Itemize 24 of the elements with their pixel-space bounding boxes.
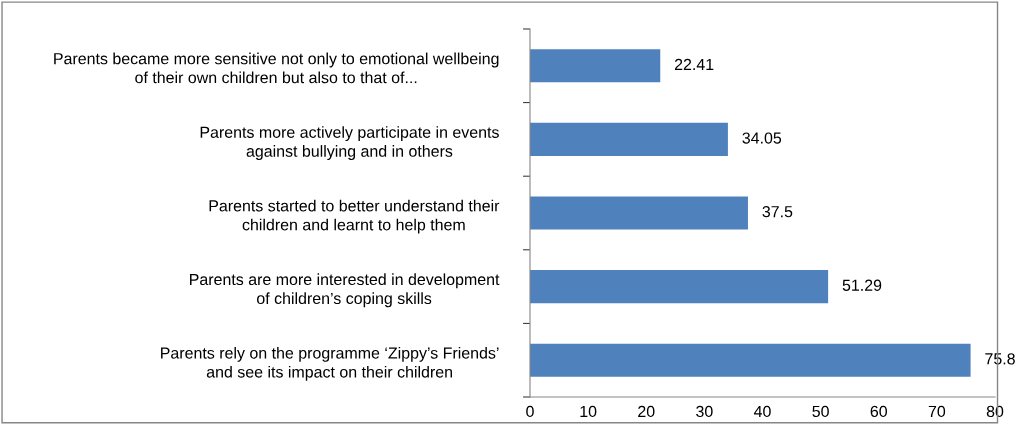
x-tick-label: 80 — [986, 405, 1004, 418]
y-tick-label: Parents are more interested in development of children’s coping skills — [190, 273, 500, 308]
data-label: 37.5 — [762, 205, 793, 218]
x-tick-label: 50 — [812, 405, 829, 418]
x-tick-label: 40 — [753, 405, 771, 418]
x-tick-label: 20 — [638, 405, 655, 418]
y-tick-label: Parents started to better understand their children and learnt to help them — [209, 199, 500, 234]
x-tick-label: 30 — [696, 405, 713, 418]
y-tick-label: Parents became more sensitive not only to emotional wellbeing of their own children but also to that of... — [54, 52, 499, 84]
x-tick-label: 70 — [928, 405, 946, 418]
data-label: 22.41 — [674, 58, 714, 70]
x-tick-label: 0 — [526, 405, 534, 418]
bar — [530, 270, 829, 304]
y-tick-label: Parents rely on the programme ‘Zippy’s Friends’ and see its impact on their children — [161, 346, 499, 381]
bar — [530, 196, 748, 230]
data-label: 75.8 — [985, 353, 1015, 365]
bar — [530, 122, 728, 156]
data-label: 51.29 — [842, 279, 882, 291]
bar — [530, 49, 661, 83]
x-tick-label: 60 — [870, 405, 888, 418]
y-tick-label: Parents more actively participate in events against bullying and in others — [200, 126, 499, 160]
bar — [530, 343, 971, 377]
x-tick-label: 10 — [580, 405, 597, 418]
data-label: 34.05 — [742, 132, 782, 144]
